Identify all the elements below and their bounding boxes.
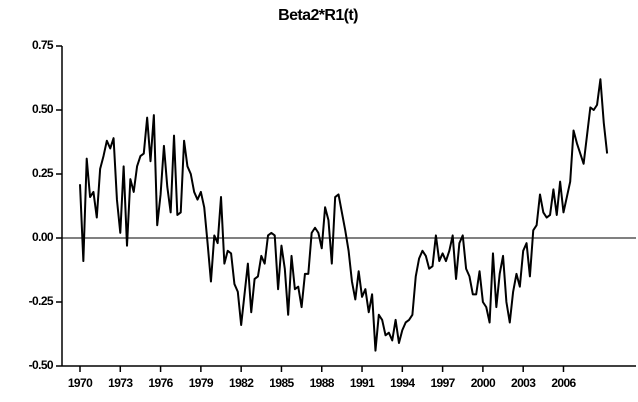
x-tick-label: 1997 — [430, 376, 455, 390]
x-tick-label: 2000 — [471, 376, 496, 390]
x-tick-label: 1994 — [390, 376, 415, 390]
chart-title: Beta2*R1(t) — [278, 7, 358, 24]
y-tick-label: 0.25 — [32, 166, 54, 180]
x-tick-label: 1973 — [108, 376, 133, 390]
x-tick-label: 2006 — [551, 376, 576, 390]
x-tick-label: 1988 — [310, 376, 335, 390]
y-tick-label: 0.75 — [32, 38, 54, 52]
x-tick-label: 1979 — [189, 376, 214, 390]
x-tick-label: 1985 — [269, 376, 294, 390]
x-tick-label: 1991 — [350, 376, 375, 390]
x-tick-label: 1970 — [68, 376, 93, 390]
x-tick-label: 1976 — [148, 376, 173, 390]
y-tick-label: -0.25 — [29, 294, 54, 308]
x-tick-label: 2003 — [511, 376, 536, 390]
y-tick-label: -0.50 — [29, 358, 54, 372]
y-tick-label: 0.50 — [32, 102, 54, 116]
data-line — [79, 78, 609, 352]
y-tick-label: 0.00 — [32, 230, 54, 244]
x-tick-label: 1982 — [229, 376, 254, 390]
